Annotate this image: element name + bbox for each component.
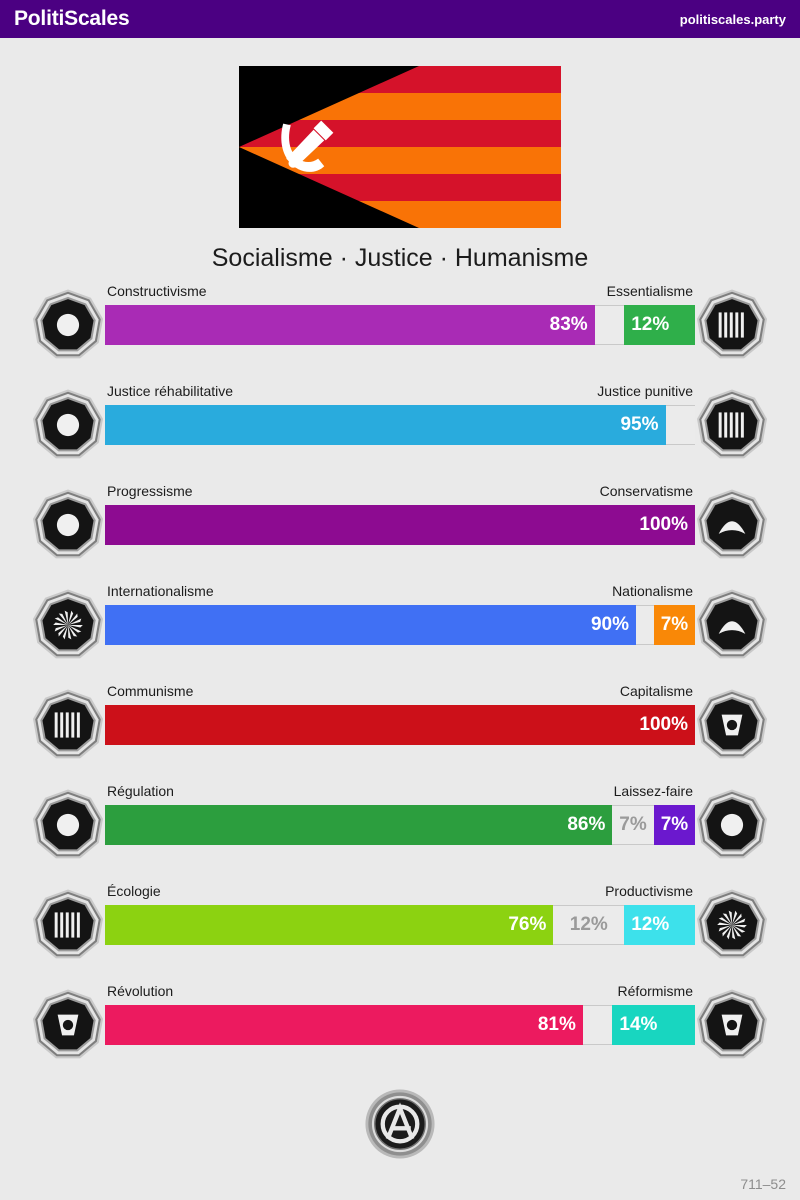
scale-row: Communisme Capitalisme 100%	[0, 678, 800, 778]
scale-label-right: Capitalisme	[619, 683, 693, 699]
reformism-medal-icon	[696, 989, 768, 1059]
scale-label-left: Constructivisme	[107, 283, 207, 299]
scale-label-right: Justice punitive	[597, 383, 693, 399]
conservatism-medal-icon	[696, 489, 768, 559]
scale-segment-left: 81%	[105, 1005, 583, 1045]
app-header: PolitiScales politiscales.party	[0, 0, 800, 38]
capitalism-medal-icon	[696, 689, 768, 759]
scale-label-left: Écologie	[107, 883, 161, 899]
scale-segment-left: 90%	[105, 605, 636, 645]
scale-bar: 100%	[105, 705, 695, 745]
scale-row: Internationalisme Nationalisme 90% 7%	[0, 578, 800, 678]
scale-segment-right: 14%	[612, 1005, 695, 1045]
scale-segment-neutral	[594, 305, 625, 345]
scale-segment-left: 100%	[105, 705, 695, 745]
constructivism-medal-icon	[32, 289, 104, 359]
scale-label-left: Régulation	[107, 783, 174, 799]
scale-segment-neutral: 7%	[612, 805, 654, 845]
flag-triangle	[239, 66, 419, 228]
scale-bar: 100%	[105, 505, 695, 545]
scale-label-right: Réformisme	[617, 983, 693, 999]
scale-bar: 83% 12%	[105, 305, 695, 345]
punitive-justice-medal-icon	[696, 389, 768, 459]
scale-label-left: Progressisme	[107, 483, 193, 499]
scale-segment-left: 100%	[105, 505, 695, 545]
regulation-medal-icon	[32, 789, 104, 859]
scale-segment-left: 86%	[105, 805, 613, 845]
scale-label-right: Laissez-faire	[613, 783, 693, 799]
scale-label-right: Productivisme	[605, 883, 693, 899]
scale-row: Constructivisme Essentialisme 83% 12%	[0, 278, 800, 378]
anarchism-badge-icon	[365, 1089, 435, 1159]
scale-bar: 95%	[105, 405, 695, 445]
scale-segment-left: 83%	[105, 305, 595, 345]
laissez-faire-medal-icon	[696, 789, 768, 859]
scales-list: Constructivisme Essentialisme 83% 12% Justic…	[0, 278, 800, 1078]
scale-segment-right: 12%	[624, 305, 695, 345]
scale-label-right: Essentialisme	[606, 283, 693, 299]
scale-bar: 76% 12% 12%	[105, 905, 695, 945]
progressivism-medal-icon	[32, 489, 104, 559]
scale-label-right: Nationalisme	[612, 583, 693, 599]
internationalism-medal-icon	[32, 589, 104, 659]
scale-row: Régulation Laissez-faire 86% 7% 7%	[0, 778, 800, 878]
app-title: PolitiScales	[14, 7, 130, 30]
scale-label-right: Conservatisme	[599, 483, 693, 499]
scale-segment-neutral	[582, 1005, 613, 1045]
revolution-medal-icon	[32, 989, 104, 1059]
hammer-and-sickle-icon	[281, 120, 334, 172]
scale-row: Écologie Productivisme 76% 12% 12%	[0, 878, 800, 978]
essentialism-medal-icon	[696, 289, 768, 359]
footer-badge-container	[0, 1088, 800, 1160]
scale-segment-right: 7%	[653, 805, 695, 845]
scale-segment-left: 76%	[105, 905, 554, 945]
result-subtitle: Socialisme · Justice · Humanisme	[211, 244, 589, 272]
nationalism-medal-icon	[696, 589, 768, 659]
scale-label-left: Révolution	[107, 983, 174, 999]
scale-segment-left: 95%	[105, 405, 666, 445]
scale-bar: 86% 7% 7%	[105, 805, 695, 845]
rehabilitative-justice-medal-icon	[32, 389, 104, 459]
result-flag-container	[0, 66, 800, 228]
site-url: politiscales.party	[679, 11, 786, 27]
scale-row: Révolution Réformisme 81% 14%	[0, 978, 800, 1078]
result-id: 711–52	[740, 1176, 786, 1192]
productivism-medal-icon	[696, 889, 768, 959]
scale-bar: 81% 14%	[105, 1005, 695, 1045]
communism-medal-icon	[32, 689, 104, 759]
ecology-medal-icon	[32, 889, 104, 959]
scale-segment-right: 12%	[624, 905, 695, 945]
scale-label-left: Justice réhabilitative	[107, 383, 234, 399]
scale-segment-neutral: 12%	[553, 905, 625, 945]
scale-segment-neutral	[636, 605, 654, 645]
scale-label-left: Internationalisme	[107, 583, 214, 599]
scale-label-left: Communisme	[107, 683, 194, 699]
result-flag	[239, 66, 561, 228]
scale-segment-right: 7%	[653, 605, 695, 645]
scale-row: Progressisme Conservatisme 100%	[0, 478, 800, 578]
scale-bar: 90% 7%	[105, 605, 695, 645]
scale-segment-neutral	[665, 405, 695, 445]
scale-row: Justice réhabilitative Justice punitive 95…	[0, 378, 800, 478]
